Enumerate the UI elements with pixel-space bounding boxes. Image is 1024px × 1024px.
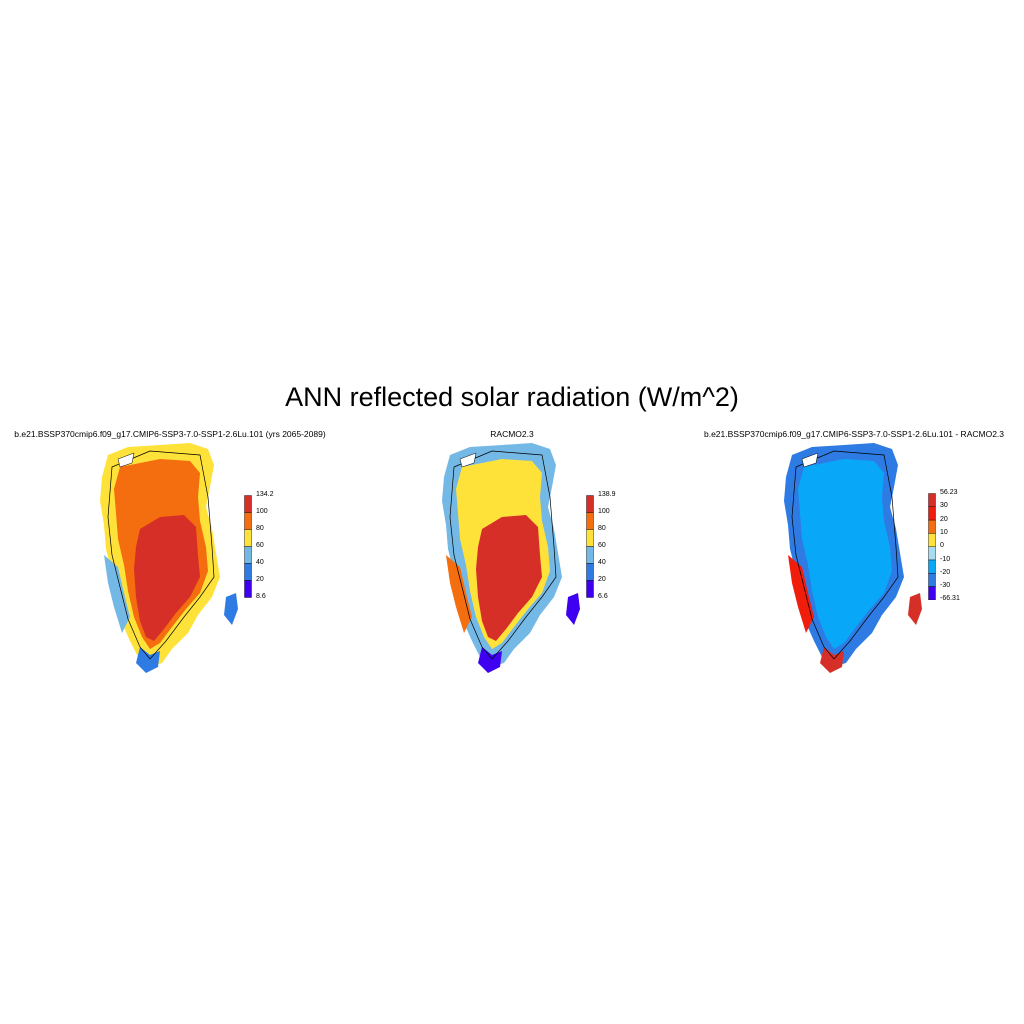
- colorbar-swatch: [244, 546, 252, 564]
- colorbar-label: -30: [940, 582, 951, 590]
- map-region: [104, 555, 130, 633]
- panel-title-racmo: RACMO2.3: [490, 429, 534, 439]
- colorbar-label: 0: [940, 542, 944, 550]
- colorbar-swatch: [586, 529, 594, 547]
- colorbar-label: 40: [598, 559, 606, 566]
- colorbar-label: 100: [598, 508, 610, 515]
- colorbar-swatch: [928, 559, 936, 574]
- colorbar-label: -66.31: [940, 595, 960, 603]
- colorbar-swatch: [928, 519, 936, 534]
- map-region: [801, 452, 819, 468]
- figure-title: ANN reflected solar radiation (W/m^2): [285, 382, 739, 412]
- colorbar-label: 30: [940, 502, 948, 510]
- map-region: [117, 452, 135, 468]
- colorbar-label: 8.6: [256, 593, 266, 600]
- map-region: [136, 647, 160, 673]
- colorbar-label: 60: [256, 542, 264, 549]
- colorbar-swatches: [928, 493, 936, 601]
- colorbar-swatches: [244, 495, 252, 598]
- colorbar-label: 56.23: [940, 489, 958, 496]
- map-region: [446, 555, 472, 633]
- colorbar-label: 20: [598, 576, 606, 583]
- colorbar-label: 20: [256, 576, 264, 583]
- colorbar-label: 60: [598, 542, 606, 549]
- colorbar-swatch: [928, 533, 936, 547]
- map-region: [459, 452, 477, 468]
- colorbar-swatch: [928, 546, 936, 561]
- colorbar-label: 6.6: [598, 593, 608, 600]
- map-region: [566, 593, 580, 625]
- colorbar-label: 10: [940, 528, 948, 536]
- colorbar-label: 20: [940, 515, 948, 523]
- colorbar-label: -10: [940, 555, 951, 563]
- map-region: [449, 450, 557, 660]
- panel-title-difference: b.e21.BSSP370cmip6.f09_g17.CMIP6-SSP3-7.…: [703, 429, 1005, 439]
- colorbar-swatches: [586, 495, 594, 598]
- map-panel-difference: b.e21.BSSP370cmip6.f09_g17.CMIP6-SSP3-7.…: [684, 425, 1024, 673]
- map-panel-model: b.e21.BSSP370cmip6.f09_g17.CMIP6-SSP3-7.…: [0, 425, 340, 673]
- greenland-map-difference: [784, 443, 922, 673]
- colorbar-label: 138.9: [598, 491, 616, 498]
- colorbar-swatch: [586, 546, 594, 564]
- colorbar-swatch: [244, 495, 252, 513]
- map-region: [788, 555, 814, 633]
- panel-title-model: b.e21.BSSP370cmip6.f09_g17.CMIP6-SSP3-7.…: [14, 429, 326, 439]
- map-region: [476, 515, 542, 641]
- greenland-map-model: [100, 443, 238, 673]
- colorbar-label: 134.2: [256, 491, 274, 498]
- colorbar-label: 40: [256, 559, 264, 566]
- map-region: [908, 593, 922, 625]
- greenland-map-racmo: [442, 443, 580, 673]
- colorbar-swatch: [586, 580, 594, 598]
- colorbar-swatch: [586, 563, 594, 581]
- map-region: [478, 647, 502, 673]
- colorbar-label: 100: [256, 508, 268, 515]
- colorbar-swatch: [928, 506, 936, 521]
- colorbar-label: 80: [256, 525, 264, 532]
- colorbar-swatch: [586, 512, 594, 530]
- colorbar-label: 80: [598, 525, 606, 532]
- map-region: [224, 593, 238, 625]
- map-region: [134, 515, 200, 641]
- colorbar-swatch: [244, 512, 252, 530]
- colorbar-swatch: [586, 495, 594, 513]
- map-region: [107, 450, 215, 660]
- colorbar-label: -20: [940, 568, 951, 576]
- colorbar-swatch: [928, 573, 936, 587]
- map-region: [791, 450, 899, 660]
- colorbar-swatch: [244, 563, 252, 581]
- map-region: [820, 647, 844, 673]
- map-panel-racmo: RACMO2.3 138.9 100 80 60 40 20 6.6: [342, 425, 682, 673]
- colorbar-swatch: [928, 586, 936, 601]
- colorbar-swatch: [244, 529, 252, 547]
- colorbar-swatch: [928, 493, 936, 508]
- colorbar-swatch: [244, 580, 252, 598]
- map-region: [818, 515, 884, 641]
